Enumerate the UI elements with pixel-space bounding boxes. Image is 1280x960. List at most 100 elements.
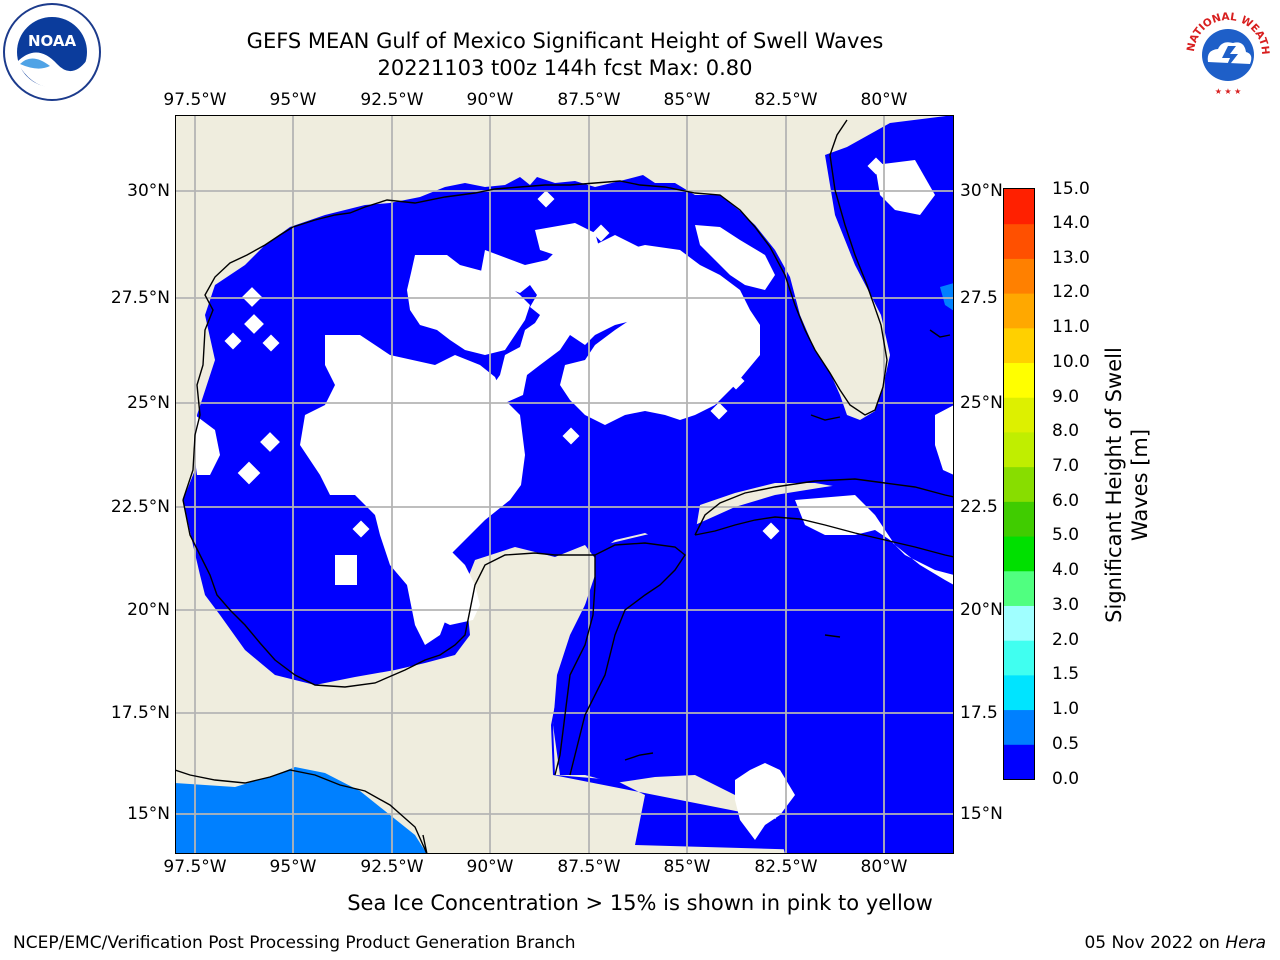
- lon-tick-bottom: 90°W: [466, 857, 514, 877]
- white-cell: [260, 432, 280, 452]
- footer-branch: NCEP/EMC/Verification Post Processing Pr…: [13, 933, 576, 953]
- calm-areas: [193, 157, 954, 840]
- lat-tick-right: 27.5: [960, 288, 998, 308]
- white-cell: [335, 555, 357, 585]
- central-gulf-white: [475, 235, 695, 425]
- colorbar-tick-label: 2.0: [1052, 630, 1080, 650]
- colorbar-tick-label: 13.0: [1052, 248, 1090, 268]
- bahamas-white: [875, 160, 935, 215]
- colorbar-segment: [1004, 709, 1034, 745]
- ne-gulf-white: [535, 223, 600, 265]
- colorbar-tick-label: 0.5: [1052, 734, 1080, 754]
- lat-tick-left: 17.5°N: [110, 703, 170, 723]
- colorbar-tick-label: 7.0: [1052, 456, 1080, 476]
- colorbar: [1003, 188, 1035, 780]
- map-gridlines: [175, 115, 954, 854]
- colorbar-tick-label: 12.0: [1052, 282, 1090, 302]
- colorbar-segment: [1004, 536, 1034, 572]
- mexico-west-coast: [182, 119, 888, 501]
- lon-tick-bottom: 82.5°W: [754, 857, 818, 877]
- nws-logo: NATIONAL WEATHER SERVICE ★ ★ ★: [1174, 0, 1278, 102]
- sea-ice-note: Sea Ice Concentration > 15% is shown in …: [0, 891, 1280, 915]
- colorbar-tick-label: 1.0: [1052, 699, 1080, 719]
- east-gulf-white: [560, 245, 760, 425]
- honduras-white: [735, 763, 795, 840]
- white-cell: [244, 314, 264, 334]
- white-cell: [867, 157, 885, 175]
- jamaica-coast: [624, 752, 654, 761]
- lon-tick-bottom: 95°W: [269, 857, 317, 877]
- colorbar-segment: [1004, 501, 1034, 537]
- coastlines: [174, 119, 955, 855]
- lon-tick-top: 85°W: [663, 90, 711, 110]
- gulf-swell-field: [183, 115, 954, 854]
- lon-tick-top: 92.5°W: [360, 90, 424, 110]
- svg-text:★ ★ ★: ★ ★ ★: [1215, 87, 1242, 96]
- white-cell: [592, 224, 610, 242]
- lat-tick-right: 30°N: [960, 181, 1003, 201]
- colorbar-tick-label: 9.0: [1052, 387, 1080, 407]
- map-panel: [174, 115, 955, 855]
- lon-tick-top: 87.5°W: [557, 90, 621, 110]
- cuba-channel-white: [795, 495, 954, 585]
- colorbar-tick-label: 11.0: [1052, 317, 1090, 337]
- white-cell: [562, 427, 580, 445]
- gulf-coastline: [174, 542, 686, 855]
- map-svg: [174, 115, 955, 855]
- colorbar-tick-label: 15.0: [1052, 179, 1090, 199]
- mexico-south-coast: [182, 499, 595, 688]
- yucatan-shelf-white: [415, 545, 480, 625]
- lat-tick-left: 30°N: [127, 181, 170, 201]
- colorbar-segment: [1004, 258, 1034, 294]
- lon-tick-bottom: 92.5°W: [360, 857, 424, 877]
- colorbar-segment: [1004, 605, 1034, 641]
- lat-tick-right: 15°N: [960, 804, 1003, 824]
- cayman-coast: [824, 634, 841, 638]
- lat-tick-right: 22.5: [960, 497, 998, 517]
- colorbar-segment: [1004, 570, 1034, 606]
- colorbar-tick-label: 0.0: [1052, 769, 1080, 789]
- florida-keys: [810, 414, 841, 421]
- lat-tick-left: 25°N: [127, 393, 170, 413]
- colorbar-segment: [1004, 674, 1034, 711]
- lon-tick-top: 95°W: [269, 90, 317, 110]
- map-frame: [175, 115, 954, 854]
- cuba-coast: [694, 478, 955, 558]
- sea-ice-note-text: Sea Ice Concentration > 15% is shown in …: [347, 891, 933, 915]
- east-strait-white: [935, 405, 954, 475]
- colorbar-segment: [1004, 744, 1034, 780]
- caribbean-swell-field: [553, 480, 954, 854]
- white-cell: [710, 402, 728, 420]
- colorbar-segment: [1004, 431, 1034, 468]
- swell-0p5-1m-south: [175, 767, 427, 854]
- colorbar-segment: [1004, 466, 1034, 502]
- white-cell: [762, 522, 780, 540]
- noaa-logo-text: NOAA: [28, 32, 77, 50]
- nw-gulf-white: [407, 255, 530, 355]
- colorbar-tick-label: 1.5: [1052, 664, 1080, 684]
- colorbar-tick-label: 14.0: [1052, 213, 1090, 233]
- west-gulf-white: [300, 335, 525, 645]
- footer-date-text: 05 Nov 2022 on: [1084, 933, 1226, 953]
- west-mexico-white: [193, 415, 220, 475]
- lat-tick-right: 20°N: [960, 600, 1003, 620]
- lat-tick-right: 25°N: [960, 393, 1003, 413]
- lon-tick-bottom: 85°W: [663, 857, 711, 877]
- white-cell: [537, 190, 555, 208]
- chart-subtitle: 20221103 t00z 144h fcst Max: 0.80: [377, 56, 753, 80]
- colorbar-segment: [1004, 189, 1034, 225]
- lon-tick-bottom: 80°W: [860, 857, 908, 877]
- colorbar-label: Significant Height of Swell Waves [m]: [1102, 347, 1152, 623]
- colorbar-segment: [1004, 293, 1034, 329]
- lon-tick-bottom: 87.5°W: [557, 857, 621, 877]
- footer-machine: Hera: [1225, 933, 1266, 953]
- white-cell: [242, 287, 262, 307]
- colorbar-tick-label: 3.0: [1052, 595, 1080, 615]
- lat-tick-left: 27.5°N: [110, 288, 170, 308]
- lon-tick-top: 82.5°W: [754, 90, 818, 110]
- white-cell: [542, 297, 560, 315]
- bahamas-coast: [929, 329, 951, 338]
- colorbar-tick-label: 4.0: [1052, 560, 1080, 580]
- lon-tick-top: 80°W: [860, 90, 908, 110]
- colorbar-segment: [1004, 223, 1034, 259]
